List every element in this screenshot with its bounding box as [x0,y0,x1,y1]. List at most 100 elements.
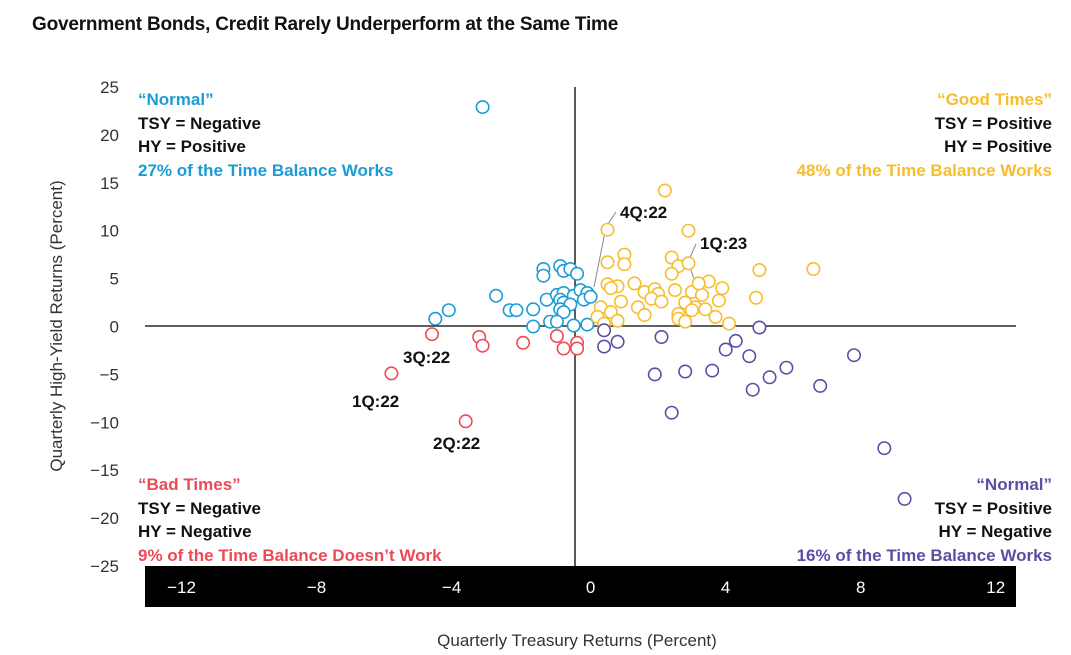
x-tick-label: 0 [586,578,595,597]
scatter-point [749,290,764,305]
data-points [384,100,912,506]
quadrant-tr-note: 48% of the Time Balance Works [797,161,1052,180]
x-tick-label: 12 [986,578,1005,597]
x-axis-band [145,566,1016,607]
scatter-point [813,378,828,393]
scatter-point [526,319,541,334]
scatter-point [654,294,669,309]
scatter-point [441,303,456,318]
scatter-point [637,307,652,322]
scatter-point [475,338,490,353]
quadrant-bl-title: “Bad Times” [138,475,241,494]
scatter-point [647,367,662,382]
scatter-point [509,303,524,318]
x-tick-label: 8 [856,578,865,597]
scatter-point [667,283,682,298]
y-tick-label: 15 [100,174,119,193]
scatter-point [458,414,473,429]
scatter-point [566,318,581,333]
scatter-point [516,335,531,350]
scatter-point [728,333,743,348]
scatter-point [489,288,504,303]
scatter-point [691,276,706,291]
scatter-point [708,309,723,324]
quadrant-tr-title: “Good Times” [937,90,1052,109]
scatter-point [536,268,551,283]
quarter-annotation: 3Q:22 [403,348,450,367]
y-axis-label: Quarterly High-Yield Returns (Percent) [47,180,66,471]
scatter-point [752,262,767,277]
scatter-point [597,339,612,354]
scatter-point [600,222,615,237]
quadrant-bl-tsy: TSY = Negative [138,499,261,518]
scatter-point [877,441,892,456]
y-tick-label: −20 [90,509,119,528]
scatter-point [570,341,585,356]
quadrant-tr-tsy: TSY = Positive [935,114,1052,133]
scatter-point [711,293,726,308]
quadrant-br-title: “Normal” [976,475,1052,494]
quadrant-br-tsy: TSY = Positive [935,499,1052,518]
scatter-point [684,303,699,318]
y-tick-label: −25 [90,557,119,576]
scatter-point [603,281,618,296]
scatter-point [705,363,720,378]
y-tick-label: 25 [100,78,119,97]
scatter-point [721,316,736,331]
x-tick-labels: −12 −8 −4 0 4 8 12 [167,578,1005,597]
scatter-point [610,313,625,328]
scatter-point [779,360,794,375]
scatter-point [681,223,696,238]
scatter-point [846,348,861,363]
scatter-point [745,382,760,397]
y-tick-label: −15 [90,461,119,480]
quarter-annotation: 1Q:23 [700,234,747,253]
quadrant-tr-hy: HY = Positive [944,137,1052,156]
y-tick-label: −10 [90,413,119,432]
chart-title: Government Bonds, Credit Rarely Underper… [32,14,619,35]
scatter-point [698,302,713,317]
scatter-point [475,100,490,115]
x-tick-label: −12 [167,578,196,597]
scatter-point [556,305,571,320]
scatter-point [556,341,571,356]
scatter-point [384,366,399,381]
scatter-point [664,405,679,420]
y-tick-labels: 25 20 15 10 5 0 −5 −10 −15 −20 −25 [90,78,119,576]
quadrant-tl-hy: HY = Positive [138,137,246,156]
x-tick-label: −4 [442,578,461,597]
scatter-point [678,314,693,329]
scatter-point [428,311,443,326]
y-tick-label: 0 [110,318,119,337]
scatter-point [600,255,615,270]
quadrant-bl-note: 9% of the Time Balance Doesn’t Work [138,546,442,565]
scatter-point [617,257,632,272]
quadrant-tl-tsy: TSY = Negative [138,114,261,133]
y-tick-label: 5 [110,270,119,289]
quadrant-tl-note: 27% of the Time Balance Works [138,161,393,180]
scatter-point [897,491,912,506]
quarter-annotation: 2Q:22 [433,434,480,453]
scatter-point [583,289,598,304]
x-tick-label: −8 [307,578,326,597]
scatter-point [654,329,669,344]
scatter-point [613,294,628,309]
scatter-point [657,183,672,198]
scatter-point [610,334,625,349]
scatter-point [627,276,642,291]
scatter-point [715,281,730,296]
quarter-annotation: 4Q:22 [620,203,667,222]
scatter-point [681,256,696,271]
x-tick-label: 4 [721,578,730,597]
y-tick-label: 20 [100,126,119,145]
scatter-point [762,370,777,385]
scatter-point [580,317,595,332]
scatter-point [549,329,564,344]
scatter-point [570,266,585,281]
scatter-point [424,327,439,342]
quadrant-bl-hy: HY = Negative [138,522,252,541]
scatter-point [752,320,767,335]
scatter-point [597,323,612,338]
scatter-point [526,302,541,317]
scatter-point [742,349,757,364]
